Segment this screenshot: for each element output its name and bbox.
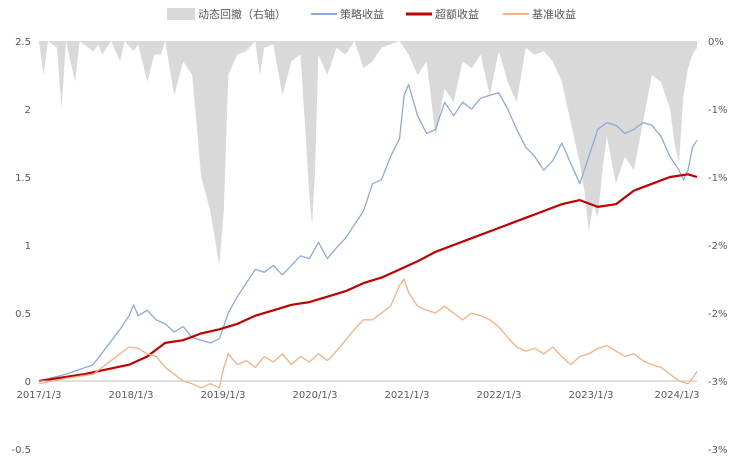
legend-item-benchmark: 基准收益 bbox=[503, 7, 576, 21]
y-left-tick: 0.5 bbox=[15, 309, 31, 320]
y-left-tick: 1.5 bbox=[15, 173, 31, 184]
legend-label-benchmark: 基准收益 bbox=[532, 7, 576, 21]
legend-label-excess: 超额收益 bbox=[435, 7, 479, 21]
series-line-strategy bbox=[38, 83, 698, 382]
x-tick: 2020/1/3 bbox=[293, 390, 338, 401]
y-left-tick: 2 bbox=[25, 105, 31, 116]
y-right-tick: -1% bbox=[708, 105, 727, 116]
drawdown-area bbox=[39, 41, 697, 266]
x-tick: 2017/1/3 bbox=[17, 390, 62, 401]
y-right-tick: -3% bbox=[708, 445, 727, 456]
y-right-tick: 0% bbox=[708, 37, 724, 48]
legend-item-drawdown: 动态回撤（右轴） bbox=[167, 7, 286, 21]
y-left-tick: 2.5 bbox=[15, 37, 31, 48]
x-tick: 2018/1/3 bbox=[109, 390, 154, 401]
x-tick: 2021/1/3 bbox=[385, 390, 430, 401]
legend-item-excess: 超额收益 bbox=[406, 7, 479, 21]
x-tick: 2022/1/3 bbox=[477, 390, 522, 401]
y-right-tick: -3% bbox=[708, 377, 727, 388]
y-left-tick: 1 bbox=[25, 241, 31, 252]
legend-swatch-drawdown bbox=[167, 8, 195, 20]
drawdown-area-layer bbox=[39, 41, 697, 266]
y-axis-left: 2.5 2 1.5 1 0.5 0 -0.5 bbox=[11, 37, 31, 456]
y-left-tick: -0.5 bbox=[11, 445, 31, 456]
x-tick: 2024/1/3 bbox=[655, 390, 700, 401]
y-right-tick: -2% bbox=[708, 309, 727, 320]
y-right-tick: -1% bbox=[708, 173, 727, 184]
legend: 动态回撤（右轴） 策略收益 超额收益 基准收益 bbox=[167, 7, 576, 21]
x-tick: 2019/1/3 bbox=[201, 390, 246, 401]
legend-label-strategy: 策略收益 bbox=[340, 7, 384, 21]
series-lines-layer bbox=[38, 83, 698, 389]
y-right-tick: -2% bbox=[708, 241, 727, 252]
legend-item-strategy: 策略收益 bbox=[311, 7, 384, 21]
x-axis: 2017/1/3 2018/1/3 2019/1/3 2020/1/3 2021… bbox=[17, 390, 700, 401]
series-line-excess bbox=[38, 173, 698, 383]
legend-label-drawdown: 动态回撤（右轴） bbox=[198, 7, 286, 21]
y-axis-right: 0% -1% -1% -2% -2% -3% -3% bbox=[708, 37, 727, 456]
y-left-tick: 0 bbox=[25, 377, 31, 388]
series-line-benchmark bbox=[38, 278, 698, 389]
x-tick: 2023/1/3 bbox=[569, 390, 614, 401]
